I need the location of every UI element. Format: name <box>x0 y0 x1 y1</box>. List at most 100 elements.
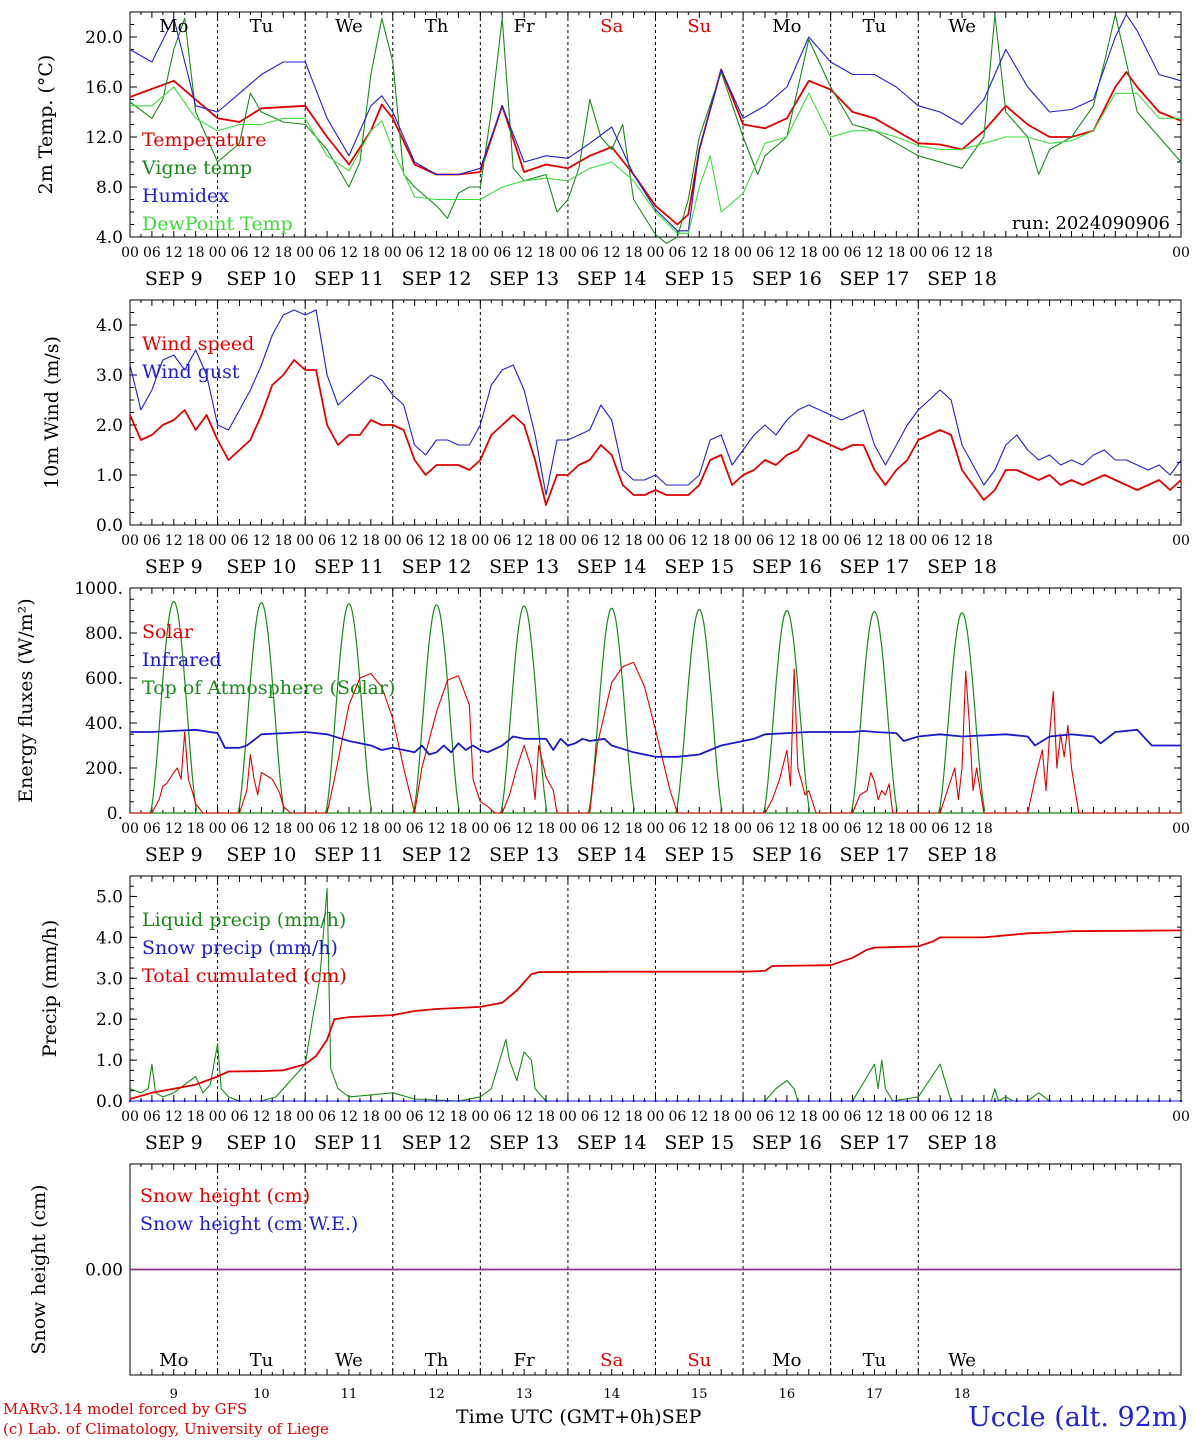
snow-precip-marker <box>1114 1099 1117 1103</box>
snow-precip-marker <box>840 1099 843 1103</box>
weekday-label: Th <box>425 1350 449 1371</box>
hour-tick-label: 18 <box>625 245 643 261</box>
hour-tick-label: 12 <box>428 533 446 549</box>
hour-tick-label: 12 <box>690 821 708 837</box>
series-toa-solar <box>675 608 723 814</box>
snow-precip-marker <box>829 1099 832 1103</box>
snow-precip-marker <box>774 1099 778 1103</box>
snow-precip-marker <box>1081 1099 1084 1103</box>
hour-tick-label: 12 <box>778 1109 796 1125</box>
plot-frame <box>129 11 1182 238</box>
hour-tick-label: 18 <box>887 1109 905 1125</box>
hour-tick-label: 06 <box>581 245 599 261</box>
date-label: SEP 18 <box>927 556 997 578</box>
snow-precip-marker <box>917 1099 920 1103</box>
snow-precip-marker <box>216 1099 219 1103</box>
date-label: SEP 11 <box>314 844 384 866</box>
hour-tick-label: 06 <box>844 533 862 549</box>
snow-precip-marker <box>960 1099 964 1103</box>
date-label: SEP 17 <box>840 1132 910 1154</box>
hour-tick-label: 00 <box>734 1109 752 1125</box>
hour-tick-label: 18 <box>800 533 818 549</box>
hour-tick-label: 12 <box>866 533 884 549</box>
hour-tick-label: 00 <box>647 821 665 837</box>
series-line <box>130 86 1181 234</box>
date-label: SEP 18 <box>927 268 997 290</box>
snow-precip-marker <box>873 1099 876 1103</box>
hour-tick-label: 12 <box>165 821 183 837</box>
y-tick-label: 0.00 <box>85 1261 123 1281</box>
hour-tick-label: 00 <box>909 821 927 837</box>
snow-precip-marker <box>763 1099 767 1103</box>
snow-precip-marker <box>1015 1099 1018 1103</box>
series-line <box>129 887 1181 1102</box>
date-label: SEP 15 <box>664 556 734 578</box>
date-label: SEP 13 <box>489 844 559 866</box>
hour-tick-label: 06 <box>143 821 161 837</box>
weekday-label: Tu <box>250 16 274 37</box>
hour-tick-label: 12 <box>165 245 183 261</box>
hour-tick-label: 12 <box>690 245 708 261</box>
weekday-label: Mo <box>159 1350 188 1371</box>
hour-tick-label: 12 <box>165 533 183 549</box>
snow-precip-marker <box>621 1099 624 1103</box>
hour-tick-label: 12 <box>340 245 358 261</box>
y-tick-label: 12.0 <box>85 128 123 148</box>
hour-tick-label: 12 <box>340 821 358 837</box>
date-label: SEP 15 <box>664 1132 734 1154</box>
snow-precip-marker <box>785 1099 789 1103</box>
series-line <box>129 359 1182 506</box>
hour-tick-label: 06 <box>318 821 336 837</box>
hour-tick-label: 12 <box>428 245 446 261</box>
y-axis-label: Snow height (cm) <box>28 1184 50 1354</box>
date-label: SEP 9 <box>145 556 203 578</box>
snow-precip-marker <box>194 1099 197 1103</box>
date-label: SEP 13 <box>489 268 559 290</box>
hour-tick-label: 00 <box>559 821 577 837</box>
hour-tick-label: 18 <box>274 821 292 837</box>
hour-tick-label: 12 <box>603 1109 621 1125</box>
hour-tick-label: 06 <box>931 821 949 837</box>
series-toa-solar <box>587 607 636 814</box>
snow-precip-marker <box>161 1099 165 1103</box>
snow-precip-marker <box>665 1099 668 1103</box>
y-tick-label: 200. <box>85 759 123 779</box>
snow-precip-marker <box>402 1099 405 1103</box>
hour-tick-label: 18 <box>887 533 905 549</box>
y-tick-label: 0.0 <box>96 1092 123 1112</box>
plot-frame <box>129 299 1182 526</box>
snow-precip-marker <box>555 1099 559 1103</box>
hour-tick-label: 06 <box>493 245 511 261</box>
weekday-label: Tu <box>250 1350 274 1371</box>
legend-entry: Total cumulated (cm) <box>142 965 347 987</box>
hour-tick-label: 18 <box>537 821 555 837</box>
hour-tick-label: 18 <box>800 245 818 261</box>
date-label: SEP 9 <box>145 1132 203 1154</box>
date-label: SEP 16 <box>752 556 822 578</box>
weekday-label: Fr <box>514 1350 535 1371</box>
snow-precip-marker <box>730 1099 734 1103</box>
legend-entry: Liquid precip (mm/h) <box>142 909 346 931</box>
hour-tick-label: 12 <box>603 821 621 837</box>
snow-precip-marker <box>380 1099 384 1103</box>
snow-precip-marker <box>511 1099 515 1103</box>
hour-tick-label: 18 <box>450 1109 468 1125</box>
snow-precip-marker <box>490 1099 493 1103</box>
snow-precip-marker <box>993 1099 997 1103</box>
date-label: SEP 9 <box>145 844 203 866</box>
hour-tick-label: 00 <box>209 821 227 837</box>
snow-precip-marker <box>1048 1099 1051 1103</box>
snow-precip-marker <box>347 1099 351 1103</box>
y-tick-label: 20.0 <box>85 28 123 48</box>
legend-entry: Solar <box>142 621 194 643</box>
date-label: SEP 14 <box>577 556 647 578</box>
hour-tick-label: 00 <box>296 533 314 549</box>
hour-tick-label: 06 <box>231 1109 249 1125</box>
time-axis-month: SEP <box>661 1406 702 1428</box>
hour-tick-label: 18 <box>537 245 555 261</box>
hour-tick-label: 06 <box>406 245 424 261</box>
y-tick-label: 4.0 <box>96 928 123 948</box>
hour-tick-label: 06 <box>931 245 949 261</box>
snow-precip-marker <box>271 1099 274 1103</box>
date-label: SEP 15 <box>664 268 734 290</box>
